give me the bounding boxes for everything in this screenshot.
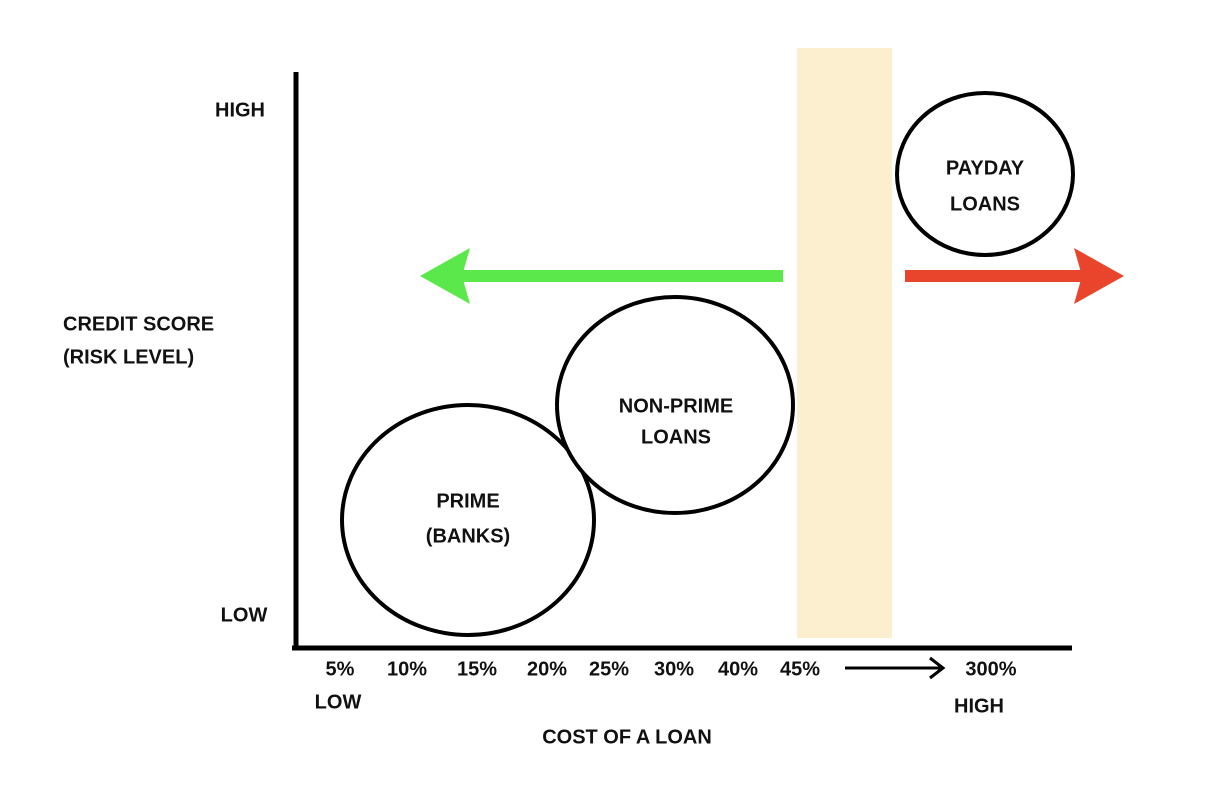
y-low-label: LOW xyxy=(221,604,268,626)
node-label: LOANS xyxy=(641,426,711,448)
node-label: NON-PRIME xyxy=(619,395,733,417)
x-tick-label: 25% xyxy=(589,658,629,680)
x-tick-label: 300% xyxy=(965,658,1016,680)
node-label: (BANKS) xyxy=(426,525,510,547)
non-prime-circle xyxy=(555,295,795,515)
y-axis-title: (RISK LEVEL) xyxy=(63,346,194,368)
x-low-label: LOW xyxy=(315,691,362,713)
x-tick-label: 30% xyxy=(654,658,694,680)
threshold-band xyxy=(797,48,892,638)
x-tick-label: 15% xyxy=(457,658,497,680)
x-tick-label: 5% xyxy=(326,658,355,680)
prime-circle xyxy=(340,403,596,637)
node-label: PAYDAY xyxy=(946,157,1025,179)
x-tick-label: 20% xyxy=(527,658,567,680)
red-arrow xyxy=(905,248,1124,304)
x-tick-label: 40% xyxy=(718,658,758,680)
y-high-label: HIGH xyxy=(215,99,265,121)
payday-circle xyxy=(895,91,1075,257)
green-arrow xyxy=(420,248,783,304)
x-tick-label: 45% xyxy=(780,658,820,680)
y-axis-title: CREDIT SCORE xyxy=(63,313,214,335)
x-axis-title: COST OF A LOAN xyxy=(542,726,712,748)
range-arrow xyxy=(845,656,946,680)
x-tick-label: 10% xyxy=(387,658,427,680)
x-high-label: HIGH xyxy=(954,695,1004,717)
node-label: LOANS xyxy=(950,193,1020,215)
node-label: PRIME xyxy=(436,490,499,512)
